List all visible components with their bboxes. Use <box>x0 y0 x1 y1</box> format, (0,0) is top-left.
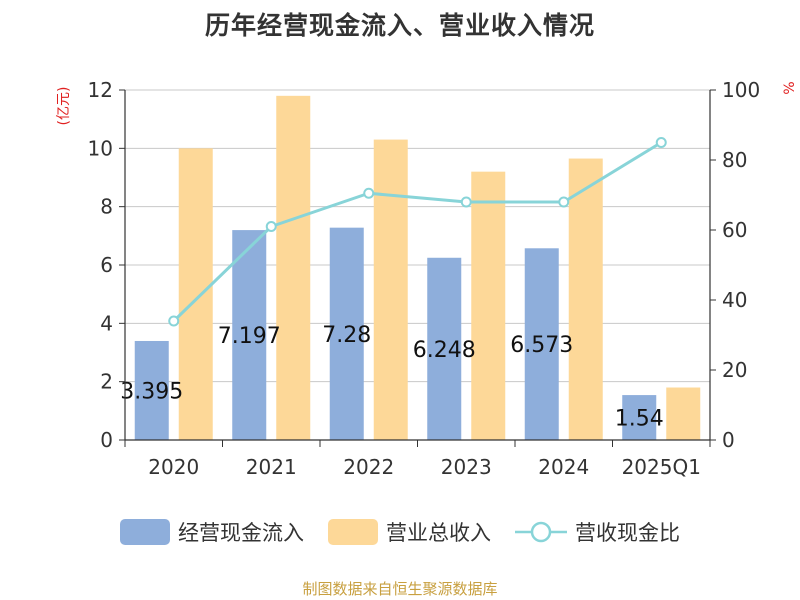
right-axis-tick-label: 40 <box>722 288 747 312</box>
bar-revenue <box>276 95 311 440</box>
bar-revenue <box>178 148 213 441</box>
left-axis-tick-label: 6 <box>100 253 113 277</box>
left-axis-tick-label: 10 <box>88 136 113 160</box>
bar-revenue <box>471 171 506 440</box>
right-axis-tick-label: 20 <box>722 358 747 382</box>
bar-revenue <box>666 387 701 440</box>
bar-cash-inflow <box>232 230 267 440</box>
point-ratio <box>558 196 570 208</box>
point-ratio <box>460 196 472 208</box>
x-axis-tick-label: 2021 <box>246 455 297 479</box>
point-ratio <box>363 187 375 199</box>
left-axis-tick-label: 2 <box>100 370 113 394</box>
x-axis-tick-label: 2025Q1 <box>622 455 701 479</box>
bar-revenue <box>568 158 603 440</box>
bar-cash-inflow <box>134 340 169 440</box>
x-axis-tick-label: 2024 <box>538 455 589 479</box>
x-axis-tick-label: 2022 <box>343 455 394 479</box>
data-label-cash-inflow: 7.28 <box>322 323 371 348</box>
legend: 经营现金流入 营业总收入 营收现金比 <box>0 517 800 547</box>
left-axis-tick-label: 4 <box>100 311 113 335</box>
line-ratio <box>172 141 663 323</box>
bar-cash-inflow <box>427 257 462 440</box>
legend-swatch-ratio <box>515 521 567 543</box>
point-ratio <box>655 137 667 148</box>
x-axis-tick-label: 2023 <box>441 455 492 479</box>
legend-item-ratio[interactable]: 营收现金比 <box>515 517 680 547</box>
bar-cash-inflow <box>329 227 364 440</box>
right-axis-tick-label: 60 <box>722 218 747 242</box>
data-label-cash-inflow: 1.54 <box>615 407 664 432</box>
legend-swatch-revenue <box>328 519 378 545</box>
legend-label-ratio: 营收现金比 <box>575 521 680 545</box>
left-axis-tick-label: 0 <box>100 428 113 452</box>
data-source-note: 制图数据来自恒生聚源数据库 <box>302 580 498 598</box>
bar-cash-inflow <box>524 248 559 440</box>
right-axis-tick-label: 80 <box>722 148 747 172</box>
legend-label-cash-inflow: 经营现金流入 <box>178 521 304 545</box>
point-ratio <box>168 315 180 327</box>
chart-title: 历年经营现金流入、营业收入情况 <box>204 11 595 40</box>
right-axis-tick-label: 100 <box>722 78 760 102</box>
data-label-cash-inflow: 7.197 <box>218 324 281 349</box>
x-axis-tick-label: 2020 <box>148 455 199 479</box>
left-axis-tick-label: 8 <box>100 195 113 219</box>
legend-item-revenue[interactable]: 营业总收入 <box>328 517 491 547</box>
legend-label-revenue: 营业总收入 <box>386 521 491 545</box>
bar-cash-inflow <box>622 395 657 440</box>
point-ratio <box>265 221 277 232</box>
right-axis-tick-label: 0 <box>722 428 735 452</box>
legend-item-cash-inflow[interactable]: 经营现金流入 <box>120 517 304 547</box>
left-axis-tick-label: 12 <box>88 78 113 102</box>
legend-swatch-cash-inflow <box>120 519 170 545</box>
data-label-cash-inflow: 6.573 <box>510 333 573 358</box>
bar-revenue <box>373 139 408 441</box>
data-label-cash-inflow: 6.248 <box>413 338 476 363</box>
data-label-cash-inflow: 3.395 <box>120 379 183 404</box>
